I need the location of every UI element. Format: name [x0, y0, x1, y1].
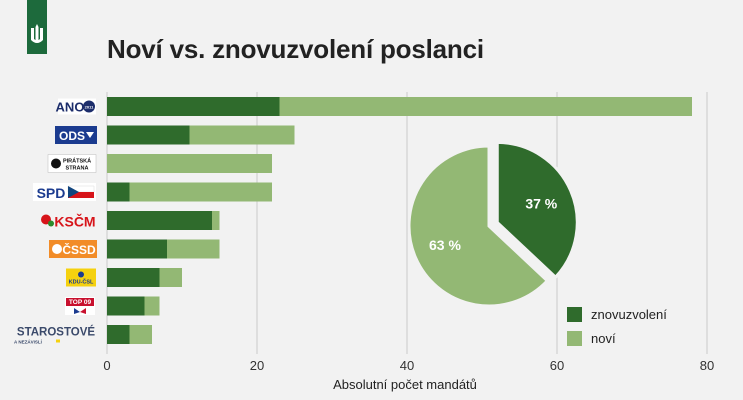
- bar-reelected-8: [107, 325, 130, 344]
- party-logo-text: ODS: [59, 129, 85, 143]
- party-logo-text: ČSSD: [62, 242, 96, 257]
- bar-new-7: [144, 296, 160, 316]
- kscm-logo-icon: KSČM: [41, 213, 96, 230]
- pie-slice-label: 63 %: [429, 237, 461, 253]
- bar-reelected-7: [107, 296, 145, 316]
- ods-logo-icon: ODS: [55, 126, 97, 144]
- chart-title: Noví vs. znovuzvolení poslanci: [107, 34, 484, 64]
- party-logo-text: TOP 09: [69, 299, 92, 306]
- party-logo-text: ANO: [56, 100, 85, 115]
- kdu-csl-logo-icon: KDU-ČSL: [66, 268, 96, 287]
- x-tick-label: 0: [103, 358, 110, 373]
- x-axis-label: Absolutní počet mandátů: [333, 377, 477, 392]
- spd-logo-icon: SPD: [33, 183, 96, 201]
- bar-new-3: [129, 182, 272, 202]
- pie: 37 % 63 %: [407, 140, 579, 308]
- bar-new-0: [279, 97, 692, 116]
- party-logo-text: SPD: [37, 185, 66, 201]
- bar-new-2: [107, 154, 272, 173]
- ano-logo-icon: ANO 2011: [56, 98, 96, 115]
- legend-label: znovuzvolení: [591, 307, 667, 322]
- party-logo-text: KSČM: [54, 213, 95, 230]
- x-tick-label: 80: [700, 358, 714, 373]
- party-logo-text: STRANA: [66, 166, 89, 172]
- legend-swatch: [567, 307, 582, 322]
- legend: znovuzvolení noví: [567, 307, 667, 346]
- party-logo-text: KDU-ČSL: [69, 279, 94, 286]
- pie-slice-reelected: [495, 140, 579, 280]
- bar-new-1: [189, 125, 295, 145]
- bar-reelected-6: [107, 268, 160, 287]
- university-logo-icon: [27, 0, 47, 54]
- bar-reelected-3: [107, 182, 130, 202]
- bar-reelected-0: [107, 97, 280, 116]
- cssd-logo-icon: ČSSD: [49, 240, 97, 258]
- bar-new-8: [129, 325, 152, 344]
- bar-new-4: [212, 211, 220, 230]
- bar-reelected-4: [107, 211, 212, 230]
- bar-reelected-1: [107, 125, 190, 145]
- pie-slice-new: [407, 144, 550, 308]
- top09-logo-icon: TOP 09: [65, 297, 95, 315]
- party-logo-text: STAROSTOVÉ: [17, 326, 95, 339]
- party-logo-text: 2011: [85, 105, 94, 110]
- party-logo-text: PIRÁTSKÁ: [63, 158, 91, 165]
- bars: [107, 97, 692, 344]
- legend-swatch: [567, 331, 582, 346]
- legend-label: noví: [591, 331, 616, 346]
- x-tick-label: 40: [400, 358, 414, 373]
- pie-slice-label: 37 %: [525, 195, 557, 211]
- bar-new-6: [159, 268, 182, 287]
- bar-reelected-5: [107, 239, 167, 259]
- x-tick-label: 20: [250, 358, 264, 373]
- party-logo-text: A NEZÁVISLÍ: [14, 338, 43, 345]
- bar-new-5: [167, 239, 220, 259]
- x-tick-label: 60: [550, 358, 564, 373]
